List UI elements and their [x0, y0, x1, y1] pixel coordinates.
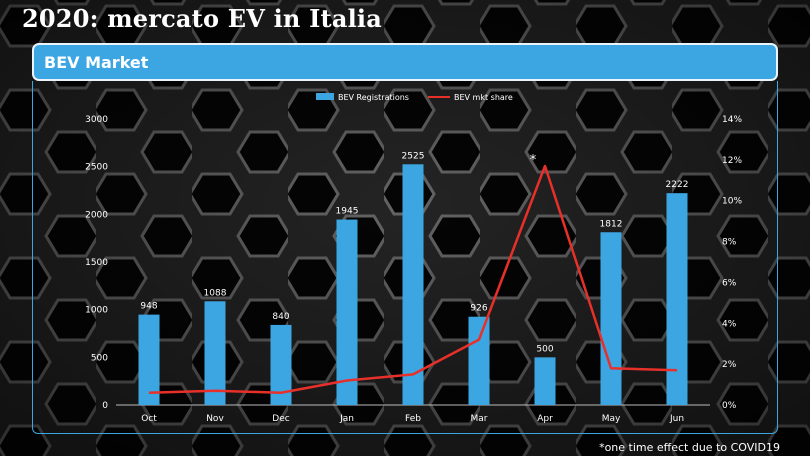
- y-left-tick-label: 1500: [85, 258, 108, 268]
- x-tick-label: Oct: [141, 414, 157, 424]
- x-tick-label: Jan: [339, 414, 354, 424]
- bar-data-label: 1945: [336, 207, 359, 217]
- bar-mar: [468, 316, 490, 405]
- x-tick-label: May: [602, 414, 621, 424]
- y-right-tick-label: 4%: [722, 319, 737, 329]
- bar-jun: [666, 193, 688, 405]
- y-left-tick-label: 0: [102, 401, 108, 411]
- x-tick-label: Nov: [206, 414, 224, 424]
- y-left-tick-label: 2500: [85, 163, 108, 173]
- bar-data-label: 926: [470, 304, 487, 314]
- y-left-tick-label: 500: [91, 353, 108, 363]
- x-tick-label: Mar: [471, 414, 488, 424]
- bar-data-label: 2222: [666, 180, 689, 190]
- y-right-tick-label: 10%: [722, 197, 742, 207]
- y-left-tick-label: 2000: [85, 210, 108, 220]
- bar-oct: [138, 314, 160, 405]
- bar-may: [600, 232, 622, 405]
- bar-jan: [336, 219, 358, 405]
- y-right-tick-label: 0%: [722, 401, 737, 411]
- bar-nov: [204, 301, 226, 405]
- slide-title: 2020: mercato EV in Italia: [22, 4, 382, 33]
- y-left-tick-label: 3000: [85, 115, 108, 125]
- y-left-tick-label: 1000: [85, 306, 108, 316]
- x-tick-label: Jun: [669, 414, 684, 424]
- bar-feb: [402, 164, 424, 405]
- footnote: *one time effect due to COVID19: [599, 441, 780, 454]
- y-right-tick-label: 6%: [722, 278, 737, 288]
- header-title: BEV Market: [44, 53, 149, 72]
- y-right-tick-label: 12%: [722, 156, 742, 166]
- x-tick-label: Dec: [272, 414, 289, 424]
- header-bar: BEV Market: [32, 43, 778, 81]
- x-tick-label: Feb: [405, 414, 421, 424]
- y-right-tick-label: 2%: [722, 360, 737, 370]
- legend-label-registrations: BEV Registrations: [338, 93, 409, 102]
- bar-data-label: 1088: [204, 288, 227, 298]
- y-right-tick-label: 14%: [722, 115, 742, 125]
- bar-data-label: 500: [536, 344, 553, 354]
- mkt-share-line: [148, 164, 678, 394]
- chart-panel-frame: [32, 81, 778, 434]
- y-right-tick-label: 8%: [722, 238, 737, 248]
- x-tick-label: Apr: [537, 414, 553, 424]
- legend-swatch-registrations: [316, 93, 334, 100]
- bar-data-label: 948: [140, 302, 157, 312]
- legend-label-mkt-share: BEV mkt share: [454, 93, 513, 102]
- bar-apr: [534, 357, 556, 405]
- bar-dec: [270, 324, 292, 405]
- annotation-asterisk: *: [530, 153, 537, 168]
- bar-data-label: 1812: [600, 219, 623, 229]
- bar-data-label: 2525: [402, 151, 425, 161]
- bar-data-label: 840: [272, 312, 289, 322]
